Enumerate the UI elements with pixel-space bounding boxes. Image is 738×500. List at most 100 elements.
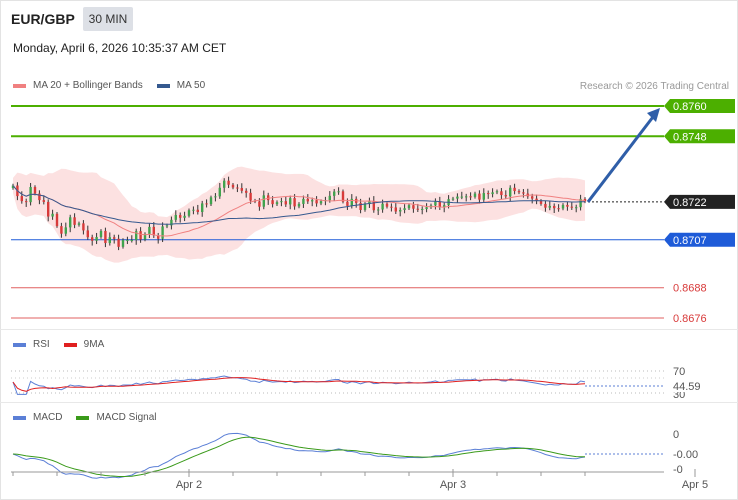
copyright: Research © 2026 Trading Central [579, 81, 729, 92]
candle-body [20, 196, 23, 202]
candle-body [487, 193, 490, 195]
candle-body [495, 191, 499, 193]
rsi-value-bg [668, 380, 708, 392]
candle-body [306, 198, 309, 202]
candle-body [42, 200, 45, 202]
main-legend: MA 20 + Bollinger Bands MA 50 [13, 80, 219, 91]
timeframe-badge[interactable]: 30 MIN [83, 7, 133, 31]
candle-body [179, 215, 182, 218]
candle-body [258, 201, 261, 207]
candle-body [95, 236, 98, 241]
candle-body [267, 195, 270, 201]
forecast-arrow-shaft [586, 112, 658, 203]
candle-body [456, 196, 459, 199]
price-label-0.8707: 0.8707 [673, 235, 707, 247]
candle-body [289, 198, 292, 205]
candle-body [363, 203, 367, 210]
candle-body [245, 190, 248, 193]
candle-body [280, 201, 283, 203]
candle-body [91, 237, 94, 241]
candle-body [60, 226, 63, 234]
candle-body [209, 197, 213, 205]
legend-swatch [156, 83, 170, 88]
candle-body [205, 203, 208, 205]
candle-body [517, 191, 521, 193]
candle-body [513, 187, 516, 192]
candle-body [575, 207, 578, 209]
candle-body [82, 223, 85, 231]
legend-swatch [13, 342, 26, 347]
candle-body [522, 192, 525, 194]
candle-body [368, 200, 371, 204]
macd-panel: 0 -0.00 -0 [12, 429, 698, 479]
candle-body [315, 200, 318, 204]
candle-body [218, 187, 221, 197]
candle-body [47, 201, 50, 217]
price-tag-0.8722 [664, 194, 735, 209]
macd-value: -0.00 [673, 449, 698, 461]
candle-body [544, 203, 547, 208]
legend-swatch [76, 415, 90, 420]
candle-body [126, 240, 129, 242]
candle-body [500, 191, 503, 196]
x-tick-label: Apr 2 [176, 479, 202, 491]
candle-body [438, 201, 441, 208]
candle-body [196, 209, 199, 212]
candle-body [553, 205, 556, 209]
candle-body [297, 203, 301, 207]
candle-body [399, 209, 402, 212]
candle-body [531, 196, 534, 199]
candle-body [372, 200, 375, 211]
candle-body [407, 205, 411, 209]
candle-body [192, 209, 195, 211]
candle-body [337, 191, 340, 193]
candle-body [135, 231, 138, 241]
rsi-legend: RSI 9MA [13, 339, 118, 350]
legend-label: RSI [33, 339, 50, 350]
candle-body [390, 206, 393, 208]
candle-body [284, 201, 287, 205]
forecast-arrowhead [647, 108, 660, 122]
candle-body [262, 195, 265, 207]
candle-body [421, 208, 424, 210]
candle-body [271, 200, 274, 205]
price-tag-0.8760 [664, 99, 735, 113]
macd-tick-0: 0 [673, 429, 679, 441]
legend-rsi-9ma: 9MA [63, 339, 105, 350]
candle-body [130, 240, 133, 242]
candle-body [11, 185, 15, 189]
macd-tick-neg0: -0 [673, 464, 683, 476]
candle-body [478, 193, 481, 200]
candle-body [561, 204, 565, 209]
panel-divider [0, 402, 738, 403]
candle-body [113, 237, 116, 239]
price-levels-layer [11, 105, 664, 319]
candle-body [333, 191, 336, 196]
candle-body [99, 230, 103, 237]
candles-layer [11, 176, 587, 251]
candle-body [434, 201, 437, 206]
candle-body [51, 213, 54, 217]
candle-body [121, 240, 125, 247]
legend-label: 9MA [83, 339, 105, 350]
ma50-line [12, 185, 585, 225]
macd-signal-line [12, 436, 585, 477]
legend-macd-signal: MACD Signal [76, 412, 156, 423]
candle-body [77, 223, 81, 225]
candle-body [302, 198, 305, 204]
forecast-arrow-layer [586, 108, 660, 203]
candle-body [311, 200, 314, 202]
timestamp: Monday, April 6, 2026 10:35:37 AM CET [13, 41, 227, 55]
candle-body [223, 180, 226, 188]
price-tags-layer: 0.8760 0.8748 0.8722 0.8707 0.8688 0.8676 [664, 99, 735, 325]
price-tag-0.8707 [664, 232, 735, 247]
candle-body [460, 196, 463, 198]
candle-body [566, 204, 569, 207]
candle-body [148, 226, 151, 234]
symbol-title: EUR/GBP [11, 11, 75, 27]
candle-body [249, 192, 252, 201]
candle-body [548, 205, 551, 208]
candle-body [579, 198, 582, 208]
